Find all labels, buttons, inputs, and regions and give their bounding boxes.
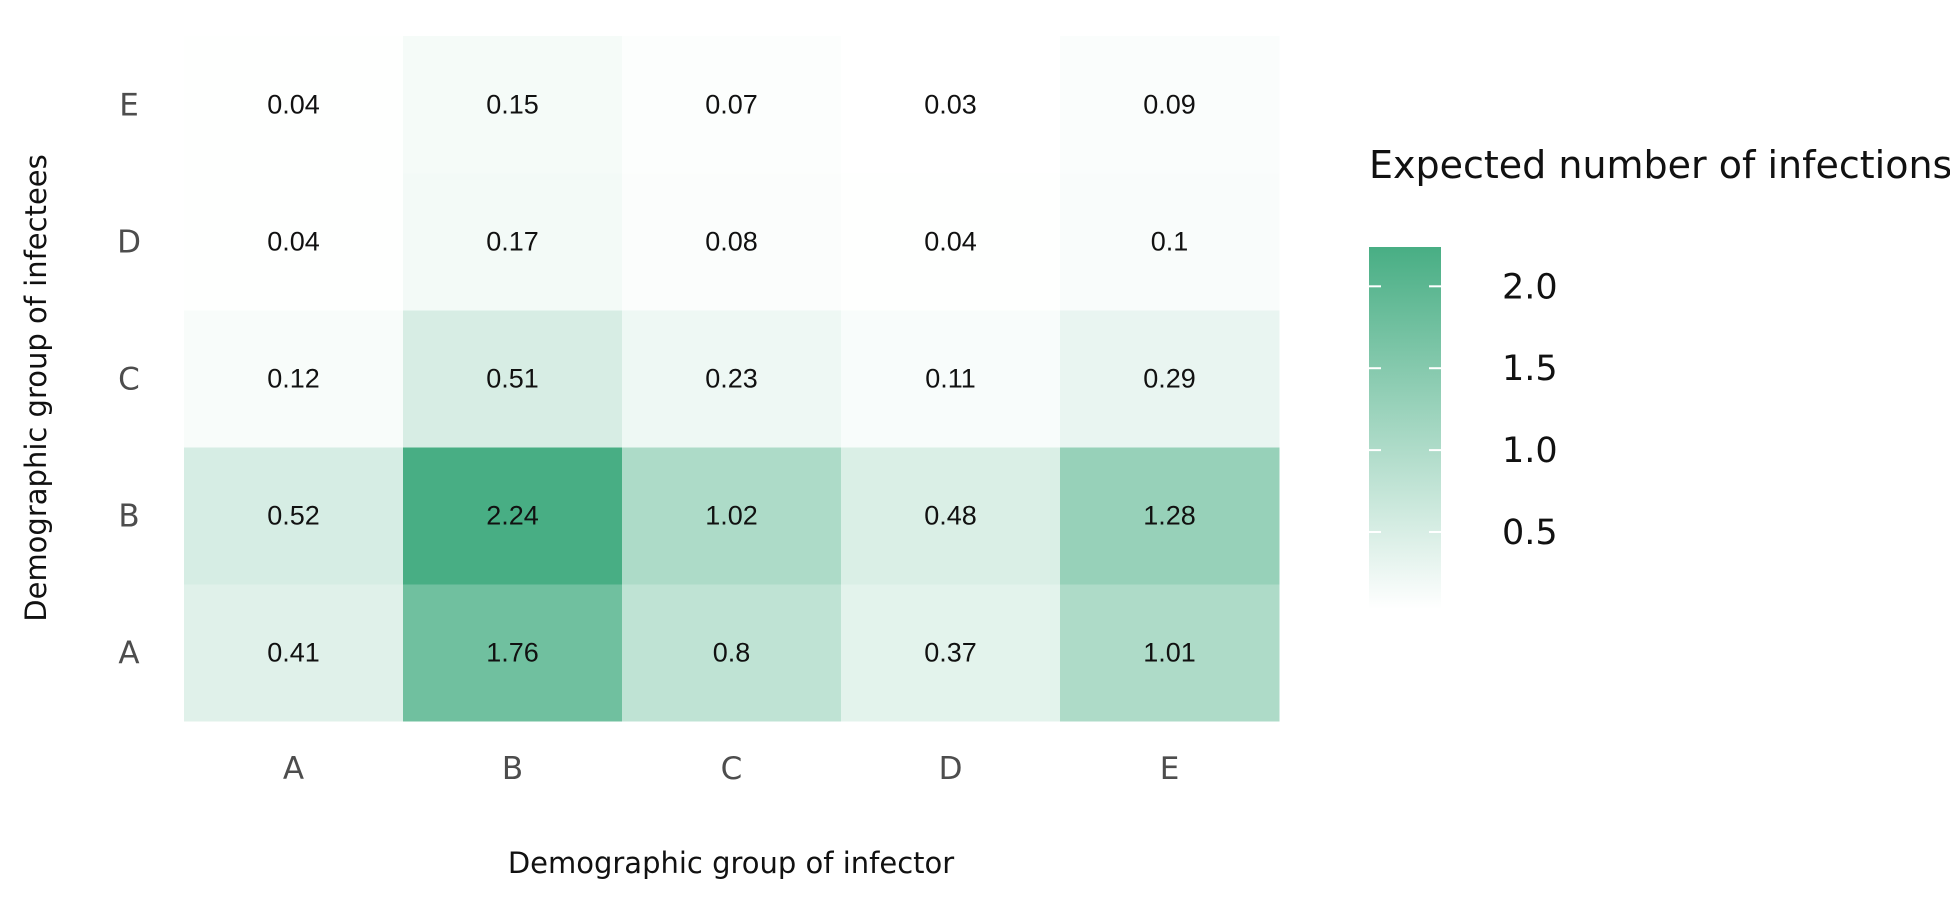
x-tick-label: A <box>283 751 304 787</box>
legend-ticks: 0.5 1.0 1.5 2.0 <box>1369 267 1558 553</box>
y-axis-title: Demographic group of infectees <box>19 154 53 621</box>
cell-value-label: 0.17 <box>486 227 539 257</box>
legend-tick-label: 0.5 <box>1502 513 1558 553</box>
heatmap-cells: 0.41 1.76 0.8 0.37 1.01 0.52 2.24 1.02 0.48 1.28 0… <box>184 36 1280 722</box>
cell-value-label: 1.01 <box>1143 638 1196 668</box>
cell-value-label: 0.41 <box>267 638 320 668</box>
y-tick-label: B <box>118 499 139 535</box>
cell-value-label: 0.03 <box>924 90 977 120</box>
cell-value-label: 0.09 <box>1143 90 1196 120</box>
y-tick-label: E <box>119 88 139 124</box>
legend-tick-label: 1.0 <box>1502 431 1558 471</box>
heatmap-cell-C-A <box>184 310 404 448</box>
heatmap-cell-E-A <box>184 36 404 174</box>
y-axis-ticks: A B C D E <box>117 88 141 672</box>
x-tick-label: C <box>721 751 743 787</box>
x-tick-label: E <box>1160 751 1180 787</box>
heatmap-cell-B-E <box>1060 447 1280 585</box>
heatmap-cell-E-B <box>403 36 623 174</box>
cell-value-label: 0.07 <box>705 90 758 120</box>
legend-tick-label: 2.0 <box>1502 267 1558 307</box>
y-tick-label: D <box>117 225 141 261</box>
heatmap-cell-E-E <box>1060 36 1280 174</box>
cell-value-label: 0.48 <box>924 501 977 531</box>
cell-value-label: 0.12 <box>267 364 320 394</box>
heatmap-cell-A-B <box>403 584 623 722</box>
cell-value-label: 0.04 <box>924 227 977 257</box>
heatmap-cell-B-C <box>622 447 842 585</box>
heatmap-cell-A-C <box>622 584 842 722</box>
cell-value-label: 0.11 <box>925 364 976 394</box>
heatmap-cell-D-E <box>1060 173 1280 311</box>
heatmap-cell-C-C <box>622 310 842 448</box>
heatmap-cell-A-E <box>1060 584 1280 722</box>
heatmap-cell-E-C <box>622 36 842 174</box>
cell-value-label: 0.04 <box>267 90 320 120</box>
cell-value-label: 0.08 <box>705 227 758 257</box>
legend-tick-label: 1.5 <box>1502 349 1558 389</box>
heatmap-cell-E-D <box>841 36 1061 174</box>
cell-value-label: 2.24 <box>486 501 539 531</box>
heatmap-cell-C-D <box>841 310 1061 448</box>
heatmap-cell-B-B <box>403 447 623 585</box>
heatmap-cell-B-A <box>184 447 404 585</box>
cell-value-label: 0.23 <box>705 364 758 394</box>
color-legend: Expected number of infections 0.5 1.0 1.5 2… <box>1369 143 1950 609</box>
legend-colorbar <box>1369 247 1441 609</box>
cell-value-label: 0.8 <box>713 638 751 668</box>
cell-value-label: 0.15 <box>486 90 539 120</box>
heatmap-cell-D-A <box>184 173 404 311</box>
heatmap-cell-A-A <box>184 584 404 722</box>
cell-value-label: 0.1 <box>1151 227 1189 257</box>
cell-value-label: 0.04 <box>267 227 320 257</box>
heatmap-cell-C-E <box>1060 310 1280 448</box>
x-axis-title: Demographic group of infector <box>508 846 954 880</box>
y-tick-label: C <box>118 362 140 398</box>
cell-value-label: 0.52 <box>267 501 320 531</box>
heatmap-cell-D-C <box>622 173 842 311</box>
legend-title: Expected number of infections <box>1369 143 1950 187</box>
heatmap-cell-D-B <box>403 173 623 311</box>
heatmap-cell-B-D <box>841 447 1061 585</box>
y-tick-label: A <box>118 636 139 672</box>
x-axis-ticks: A B C D E <box>283 751 1179 787</box>
heatmap-cell-C-B <box>403 310 623 448</box>
cell-value-label: 0.29 <box>1143 364 1196 394</box>
cell-value-label: 1.28 <box>1143 501 1196 531</box>
x-tick-label: B <box>502 751 523 787</box>
x-tick-label: D <box>939 751 963 787</box>
cell-value-label: 0.51 <box>486 364 539 394</box>
cell-value-label: 0.37 <box>924 638 977 668</box>
heatmap-cell-A-D <box>841 584 1061 722</box>
cell-value-label: 1.76 <box>486 638 539 668</box>
cell-value-label: 1.02 <box>705 501 758 531</box>
heatmap-cell-D-D <box>841 173 1061 311</box>
